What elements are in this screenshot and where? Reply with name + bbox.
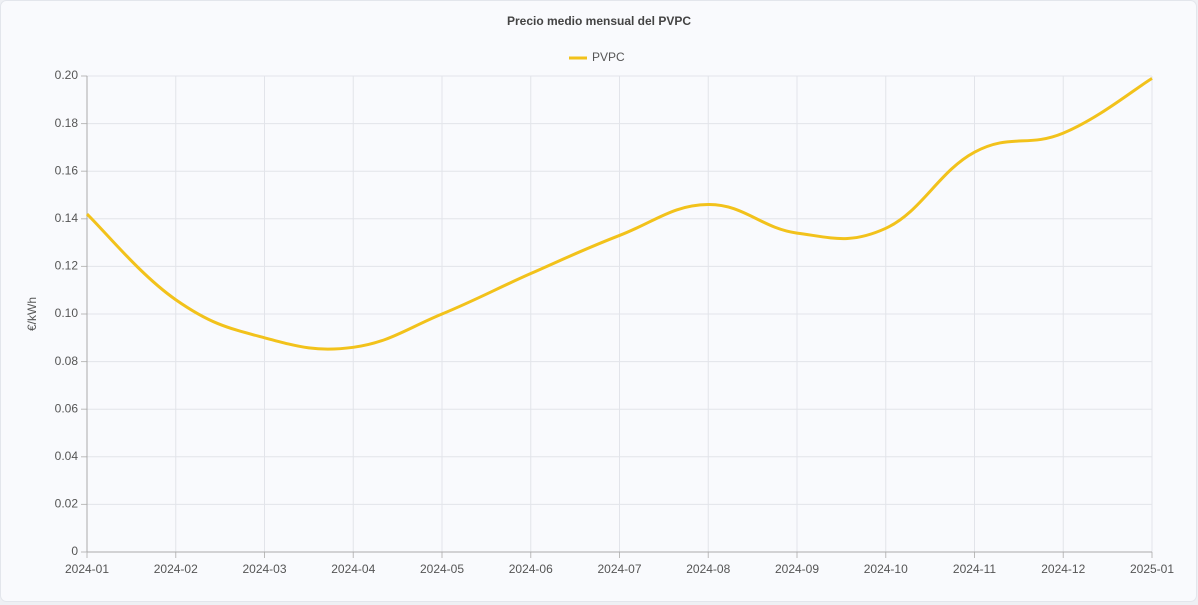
y-tick-label: 0.12 — [55, 259, 79, 273]
x-tick-label: 2024-08 — [686, 562, 730, 576]
y-tick-label: 0.04 — [55, 449, 79, 463]
x-tick-label: 2024-02 — [154, 562, 198, 576]
x-tick-label: 2024-03 — [242, 562, 286, 576]
y-tick-label: 0.16 — [55, 163, 79, 177]
x-tick-label: 2024-12 — [1041, 562, 1085, 576]
x-tick-label: 2024-09 — [775, 562, 819, 576]
y-tick-label: 0.10 — [55, 306, 79, 320]
x-tick-label: 2024-06 — [509, 562, 553, 576]
x-tick-label: 2024-07 — [597, 562, 641, 576]
y-axis-label: €/kWh — [25, 297, 39, 331]
x-tick-label: 2024-04 — [331, 562, 375, 576]
y-tick-label: 0 — [71, 544, 78, 558]
x-tick-label: 2025-01 — [1130, 562, 1174, 576]
y-tick-label: 0.14 — [55, 211, 79, 225]
x-tick-label: 2024-01 — [65, 562, 109, 576]
y-tick-label: 0.20 — [55, 68, 79, 82]
x-tick-label: 2024-11 — [953, 562, 996, 576]
y-tick-label: 0.08 — [55, 354, 79, 368]
y-tick-label: 0.02 — [55, 497, 79, 511]
legend-label: PVPC — [592, 50, 625, 64]
y-tick-label: 0.06 — [55, 401, 79, 415]
line-series — [85, 77, 1153, 351]
chart-title: Precio medio mensual del PVPC — [507, 14, 691, 28]
x-tick-label: 2024-10 — [864, 562, 908, 576]
x-tick-label: 2024-05 — [420, 562, 464, 576]
y-tick-label: 0.18 — [55, 116, 79, 130]
